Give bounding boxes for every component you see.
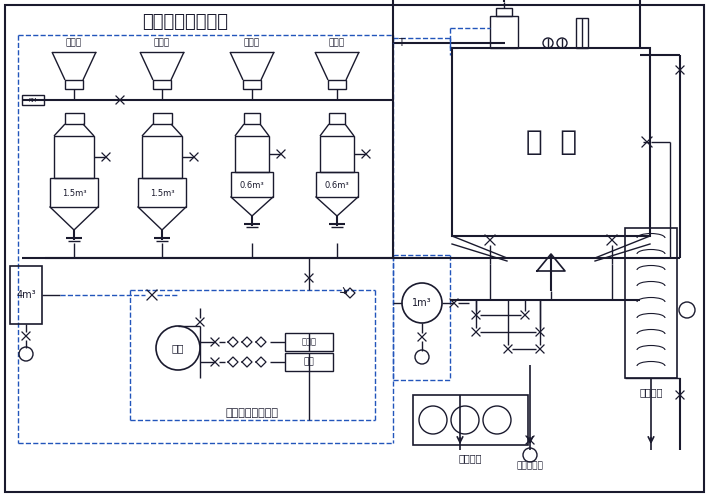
Text: 0.6m³: 0.6m³ <box>325 181 350 190</box>
Text: 四电场: 四电场 <box>329 38 345 48</box>
Text: 空压机: 空压机 <box>301 337 316 346</box>
Text: T: T <box>398 38 404 48</box>
Text: 0.6m³: 0.6m³ <box>240 181 264 190</box>
Bar <box>413 395 528 445</box>
Bar <box>244 113 260 124</box>
Text: 干灰装车: 干灰装车 <box>640 387 663 397</box>
Bar <box>328 80 346 89</box>
Bar <box>452 48 650 236</box>
Bar <box>65 80 83 89</box>
Text: 气力输送供气系统: 气力输送供气系统 <box>225 408 279 418</box>
Bar <box>54 136 94 178</box>
Text: 1.5m³: 1.5m³ <box>150 189 174 198</box>
Text: 4m³: 4m³ <box>16 290 36 300</box>
Text: 浓相气力输送系统: 浓相气力输送系统 <box>142 13 228 31</box>
Bar <box>490 16 518 48</box>
Bar <box>153 80 171 89</box>
Bar <box>285 333 333 351</box>
Bar <box>22 95 44 105</box>
Bar <box>496 8 512 16</box>
Text: 二电场: 二电场 <box>154 38 170 48</box>
Bar <box>138 178 186 207</box>
Bar <box>243 80 261 89</box>
Text: 灰  库: 灰 库 <box>525 128 576 156</box>
Bar <box>625 228 677 378</box>
Bar <box>576 18 588 48</box>
Bar <box>153 113 172 124</box>
Bar <box>235 136 269 172</box>
Text: 1.5m³: 1.5m³ <box>62 189 86 198</box>
Text: 湿灰装车: 湿灰装车 <box>458 453 481 463</box>
Text: 三电场: 三电场 <box>244 38 260 48</box>
Text: RM: RM <box>29 97 37 102</box>
Bar <box>329 113 345 124</box>
Text: 总罐: 总罐 <box>172 343 184 353</box>
Bar <box>285 353 333 371</box>
Text: 压力水进口: 压力水进口 <box>517 462 543 471</box>
Bar <box>10 266 42 324</box>
Text: 备用: 备用 <box>303 357 314 366</box>
Bar <box>65 113 84 124</box>
Bar <box>316 172 358 197</box>
Bar <box>142 136 182 178</box>
Bar <box>50 178 98 207</box>
Bar <box>320 136 354 172</box>
Text: 1m³: 1m³ <box>412 298 432 308</box>
Bar <box>231 172 273 197</box>
Text: 一电场: 一电场 <box>66 38 82 48</box>
